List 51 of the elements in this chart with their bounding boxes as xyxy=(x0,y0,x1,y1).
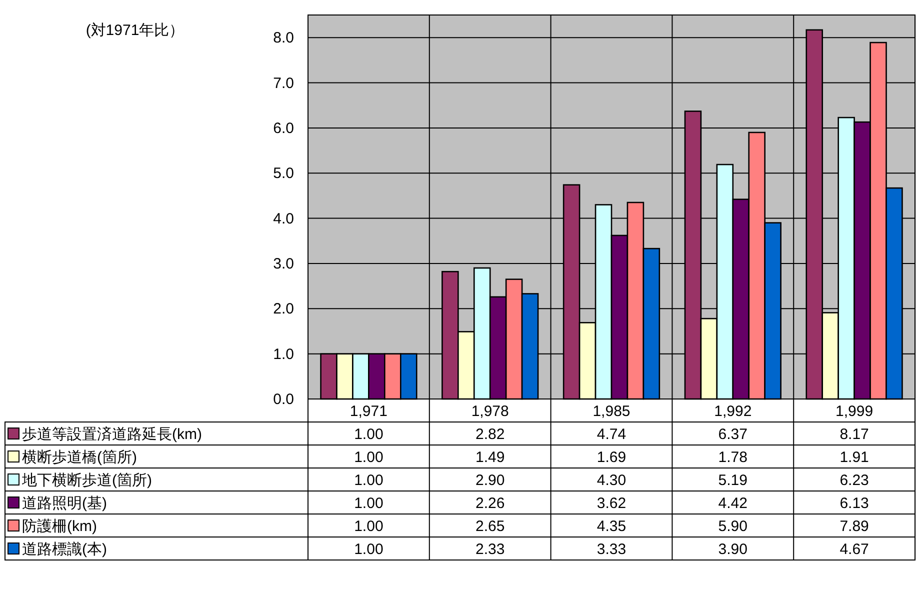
data-label: 4.42 xyxy=(718,495,748,512)
y-tick-label: 4.0 xyxy=(273,210,294,228)
data-label: 3.62 xyxy=(596,495,626,512)
data-label: 7.89 xyxy=(840,518,869,535)
data-label: 1.00 xyxy=(354,426,384,443)
x-tick-label: 1,999 xyxy=(836,403,874,420)
data-label: 8.17 xyxy=(840,426,869,443)
data-label: 1.00 xyxy=(354,449,384,466)
data-label: 6.13 xyxy=(840,495,869,512)
data-label: 1.69 xyxy=(596,449,626,466)
data-label: 4.35 xyxy=(596,518,626,535)
legend-label: 防護柵(km) xyxy=(22,518,97,535)
legend-label: 道路標識(本) xyxy=(22,541,107,558)
y-tick-label: 8.0 xyxy=(273,30,294,47)
data-label: 3.33 xyxy=(596,541,626,558)
y-tick-label: 5.0 xyxy=(273,165,294,182)
y-tick-label: 3.0 xyxy=(273,255,294,272)
data-label: 1.49 xyxy=(476,449,505,466)
legend-label: 地下横断歩道(箇所) xyxy=(21,472,152,489)
x-tick-label: 1,985 xyxy=(592,403,630,420)
data-label: 2.65 xyxy=(476,518,505,535)
text: (対1971年比） xyxy=(86,22,184,39)
data-label: 6.23 xyxy=(840,472,869,489)
data-label: 5.19 xyxy=(718,472,748,489)
data-label: 4.74 xyxy=(596,426,626,443)
data-label: 1.00 xyxy=(354,541,384,558)
y-tick-label: 1.0 xyxy=(273,346,294,363)
data-label: 1.00 xyxy=(354,472,384,489)
legend-label: 横断歩道橋(箇所) xyxy=(22,449,137,466)
x-tick-label: 1,978 xyxy=(471,403,509,420)
data-label: 2.33 xyxy=(476,541,505,558)
legend-label: 道路照明(基) xyxy=(22,495,107,512)
data-label: 2.82 xyxy=(476,426,505,443)
data-label: 5.90 xyxy=(718,518,748,535)
data-label: 3.90 xyxy=(718,541,748,558)
y-tick-label: 0.0 xyxy=(273,391,294,408)
legend-label: 歩道等設置済道路延長(km) xyxy=(22,426,202,443)
y-tick-label: 6.0 xyxy=(273,120,294,137)
data-label: 2.90 xyxy=(476,472,505,489)
data-label: 4.30 xyxy=(596,472,626,489)
data-label: 4.67 xyxy=(840,541,869,558)
data-label: 6.37 xyxy=(718,426,748,443)
y-tick-label: 2.0 xyxy=(273,300,294,318)
data-label: 1.91 xyxy=(840,449,869,466)
y-tick-label: 7.0 xyxy=(273,74,294,92)
data-label: 2.26 xyxy=(476,495,505,512)
x-tick-label: 1,992 xyxy=(714,403,752,420)
x-tick-label: 1,971 xyxy=(350,403,388,420)
data-label: 1.78 xyxy=(718,449,748,466)
data-label: 1.00 xyxy=(354,495,384,512)
data-label: 1.00 xyxy=(354,518,384,535)
